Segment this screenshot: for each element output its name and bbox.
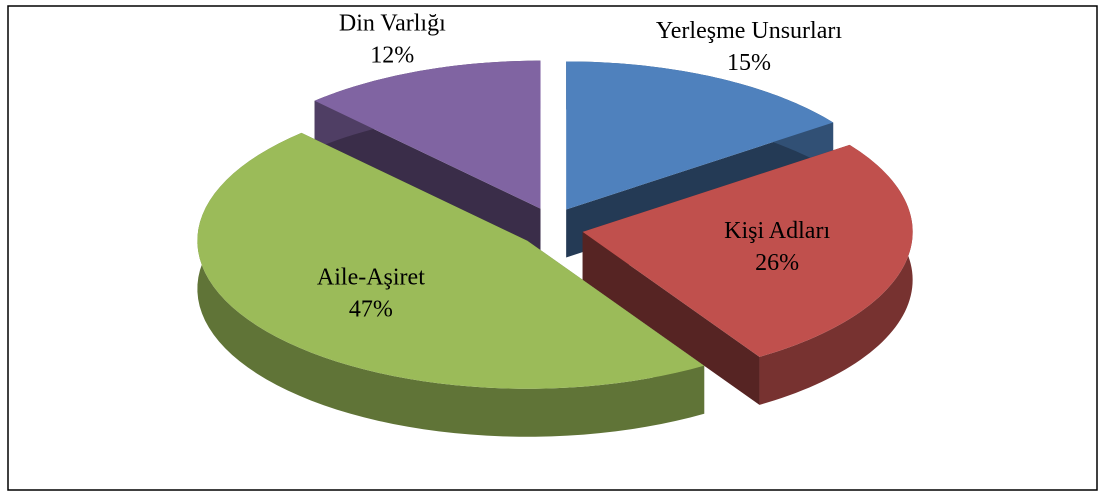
slice-radial-wall (582, 231, 760, 405)
slice-label: Kişi Adları (724, 218, 830, 244)
slice (197, 132, 705, 389)
slice-value-label: 15% (727, 50, 771, 76)
slice-value-label: 47% (349, 297, 393, 323)
slice-label: Din Varlığı (339, 10, 446, 36)
slice (582, 144, 913, 357)
slice-value-label: 12% (370, 42, 414, 68)
slice-radial-wall (314, 100, 541, 257)
slice (314, 60, 541, 209)
slice-label: Aile-Aşiret (317, 265, 425, 291)
slice (566, 61, 834, 210)
slice-outer-wall (197, 132, 705, 437)
slice-label: Yerleşme Unsurları (656, 18, 843, 44)
slice-value-label: 26% (755, 250, 799, 276)
